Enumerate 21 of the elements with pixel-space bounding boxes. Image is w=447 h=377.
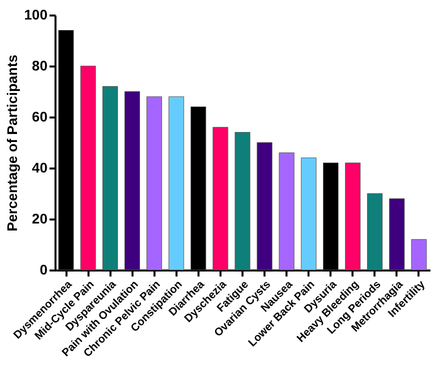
bar xyxy=(102,86,118,270)
bar xyxy=(300,158,316,270)
bar xyxy=(212,126,228,270)
bar xyxy=(234,132,250,270)
y-tick-label: 60 xyxy=(32,108,48,124)
bar xyxy=(80,66,96,270)
y-tick-label: 40 xyxy=(32,160,48,176)
y-tick-label: 20 xyxy=(32,210,48,226)
bar xyxy=(124,91,140,270)
bar xyxy=(278,152,294,270)
bar xyxy=(168,96,184,270)
y-tick-label: 80 xyxy=(32,58,48,74)
bar xyxy=(256,142,272,270)
bar xyxy=(411,239,427,270)
bar xyxy=(367,193,383,270)
y-tick-label: 0 xyxy=(40,262,48,278)
y-tick-label: 100 xyxy=(24,6,48,22)
bar xyxy=(146,96,162,270)
bar xyxy=(345,162,361,270)
bar xyxy=(389,198,405,270)
y-axis-title: Percentage of Participants xyxy=(4,54,20,232)
